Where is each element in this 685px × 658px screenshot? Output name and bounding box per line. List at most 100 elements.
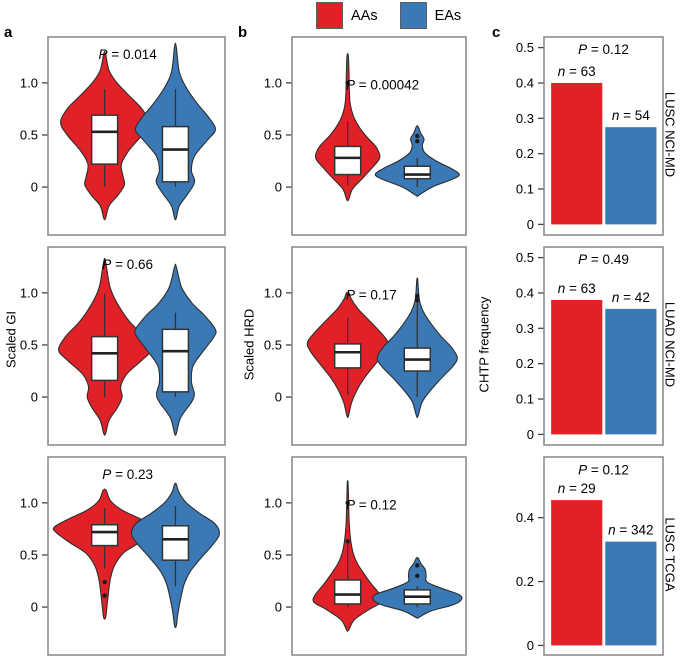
outlier-point [415, 133, 420, 139]
y-tick-label: 0 [527, 638, 534, 653]
y-tick-label: 0.1 [516, 392, 534, 407]
y-tick-label: 0.5 [264, 337, 282, 352]
bar-eas [605, 127, 657, 225]
box-plot-aas [90, 523, 119, 547]
outlier-point [102, 593, 107, 598]
plot-frame [543, 456, 664, 656]
box-plot-aas [333, 579, 362, 605]
eas-color-swatch [399, 2, 427, 29]
plot-frame [291, 36, 467, 236]
panel-letter-c: c [492, 24, 501, 41]
y-tick-label: 0.1 [516, 182, 534, 197]
violin-chart-gi-lusc-ncimd: 1.0 0.5 0 P = 0.014 [20, 36, 226, 236]
plot-frame [291, 456, 467, 656]
p-value-label: P = 0.66 [102, 257, 153, 272]
y-tick-label: 0.2 [516, 356, 534, 371]
bar-chart-chtp-lusc-ncimd: 0.5 0.4 0.3 0.2 0.1 0 n = 63 n = 54 P = 0.12 [516, 36, 664, 236]
y-tick-label: 1.0 [20, 285, 38, 300]
p-value-label: P = 0.014 [99, 47, 158, 62]
plot-frame [47, 36, 226, 236]
violin-chart-gi-lusc-tcga: 1.0 0.5 0 P = 0.23 [20, 456, 226, 656]
y-tick-label: 0.4 [516, 285, 534, 300]
y-tick-label: 0.2 [516, 146, 534, 161]
n-count-label: n = 63 [558, 64, 596, 79]
box-plot-eas [161, 525, 190, 561]
n-count-label: n = 342 [608, 523, 653, 538]
violin-chart-hrd-lusc-tcga: 1.0 0.5 0 P = 0.12 [264, 456, 467, 656]
y-tick-label: 0.5 [264, 547, 282, 562]
y-tick-label: 0.3 [516, 111, 534, 126]
y-tick-label: 0.4 [516, 75, 534, 90]
y-tick-label: 0.3 [516, 321, 534, 336]
panel-letter-a: a [4, 24, 13, 41]
y-tick-label: 0.5 [516, 40, 534, 55]
plot-frame [543, 36, 664, 236]
y-tick-label: 1.0 [264, 75, 282, 90]
p-value-label: P = 0.23 [102, 467, 153, 482]
outlier-point [415, 139, 420, 144]
legend-label-eas: EAs [434, 7, 462, 24]
box-plot-eas [403, 165, 432, 180]
plot-frame [543, 246, 664, 446]
y-tick-label: 0.2 [516, 574, 534, 589]
y-tick-label: 1.0 [264, 285, 282, 300]
outlier-point [415, 563, 420, 568]
n-count-label: n = 29 [558, 481, 596, 496]
legend-item-eas: EAs [399, 2, 462, 29]
bar-chart-chtp-lusc-tcga: 0.4 0.2 0 n = 29 n = 342 P = 0.12 [516, 456, 664, 656]
y-tick-label: 0.5 [264, 127, 282, 142]
violin-chart-hrd-lusc-ncimd: 1.0 0.5 0 P = 0.00042 [264, 36, 467, 236]
bar-aas [551, 82, 603, 225]
legend: AAs EAs [316, 2, 483, 29]
bar-eas [605, 308, 657, 435]
outlier-point [415, 573, 420, 578]
violin-chart-gi-luad-ncimd: 1.0 0.5 0 P = 0.66 [20, 246, 226, 446]
bar-chart-chtp-luad-ncimd: 0.5 0.4 0.3 0.2 0.1 0 n = 63 n = 42 P = 0.49 [516, 246, 664, 446]
n-count-label: n = 42 [612, 290, 650, 305]
box-plot-eas [161, 328, 190, 393]
outlier-point [345, 80, 350, 86]
box-plot-aas [333, 343, 362, 369]
p-value-label: P = 0.17 [346, 287, 397, 302]
aas-color-swatch [316, 2, 343, 29]
p-value-label: P = 0.00042 [346, 77, 419, 92]
panel-letter-b: b [238, 24, 248, 41]
y-tick-label: 0 [31, 600, 38, 615]
y-tick-label: 0 [275, 600, 282, 615]
n-count-label: n = 63 [558, 281, 596, 296]
violin-chart-hrd-luad-ncimd: 1.0 0.5 0 P = 0.17 [264, 246, 467, 446]
outlier-point [345, 500, 350, 506]
y-tick-label: 0.5 [20, 547, 38, 562]
y-tick-label: 0.5 [20, 127, 38, 142]
p-value-label: P = 0.49 [578, 252, 629, 267]
plot-frame [47, 456, 226, 656]
y-tick-label: 0 [527, 217, 534, 232]
y-tick-label: 0 [275, 390, 282, 405]
p-value-label: P = 0.12 [578, 462, 629, 477]
outlier-point [415, 293, 420, 299]
y-tick-label: 0 [527, 427, 534, 442]
outlier-point [415, 297, 420, 303]
y-tick-label: 0.4 [516, 510, 534, 525]
bar-aas [551, 500, 603, 646]
box-plot-eas [161, 125, 190, 183]
plot-frame [291, 246, 467, 446]
y-tick-label: 0.5 [516, 250, 534, 265]
n-count-label: n = 54 [612, 108, 650, 123]
y-tick-label: 0 [31, 180, 38, 195]
box-plot-aas [90, 114, 119, 165]
bar-eas [605, 541, 657, 646]
outlier-point [102, 579, 107, 585]
y-tick-label: 0 [31, 390, 38, 405]
y-tick-label: 0 [275, 180, 282, 195]
plot-frame [47, 246, 226, 446]
bar-aas [551, 300, 603, 435]
y-tick-label: 1.0 [264, 495, 282, 510]
legend-item-aas: AAs [316, 2, 378, 29]
legend-label-aas: AAs [351, 7, 378, 24]
p-value-label: P = 0.12 [578, 42, 629, 57]
y-tick-label: 1.0 [20, 495, 38, 510]
y-tick-label: 0.5 [20, 337, 38, 352]
box-plot-aas [90, 335, 119, 382]
